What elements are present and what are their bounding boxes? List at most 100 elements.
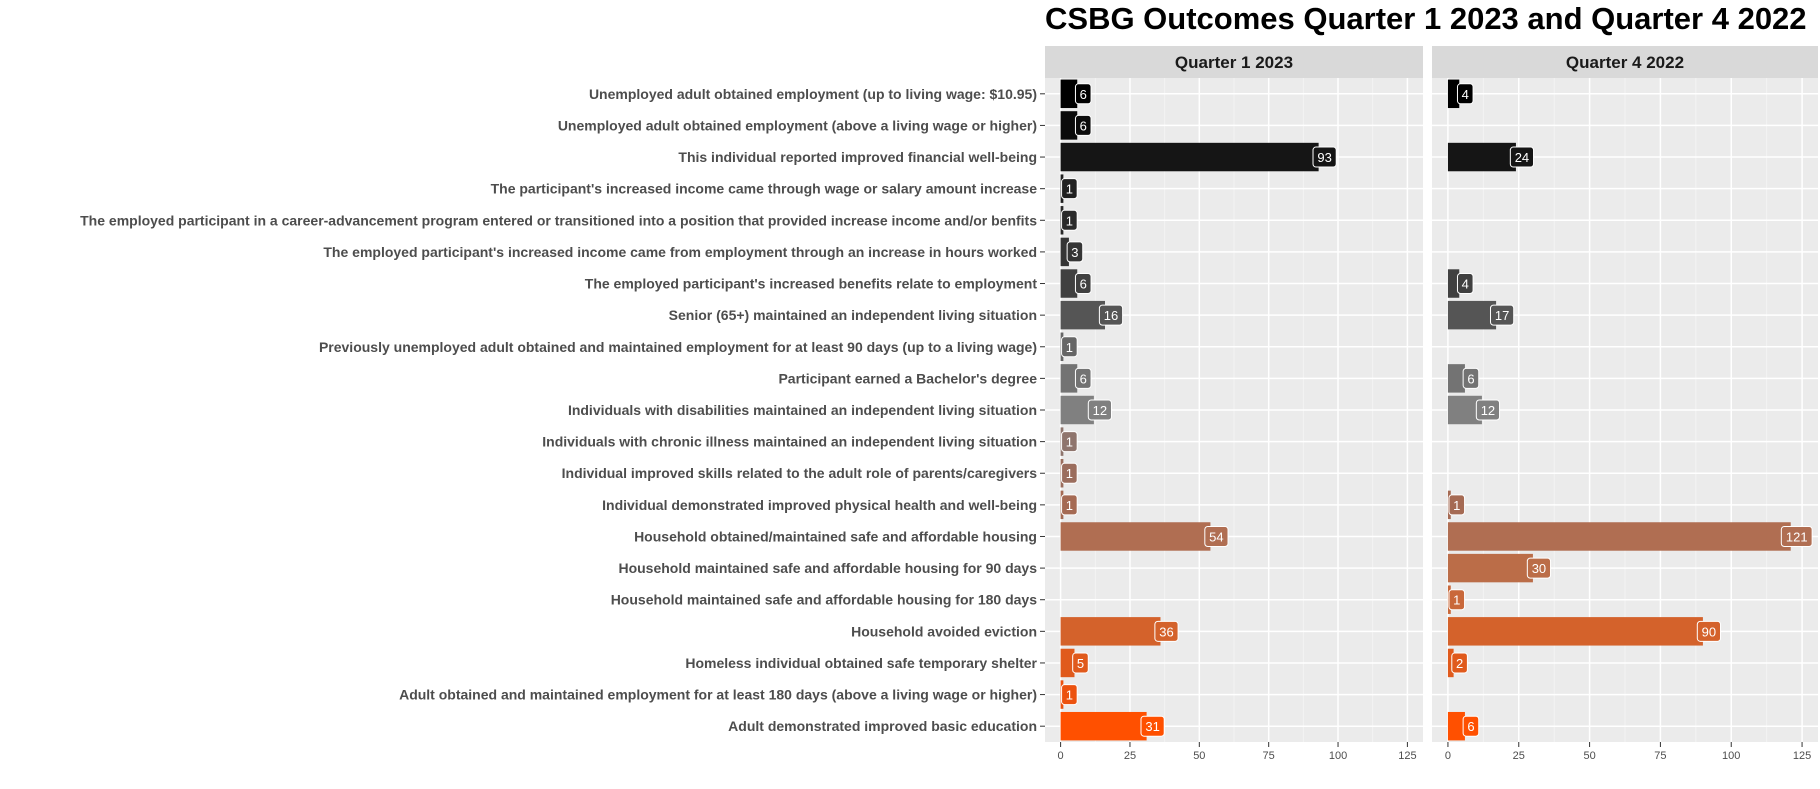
bar [1060,79,1078,109]
data-label: 4 [1462,87,1469,102]
data-label-box [1312,146,1337,168]
bar [1060,269,1078,298]
category-label: Adult obtained and maintained employment… [399,687,1037,703]
category-label: Homeless individual obtained safe tempor… [685,655,1037,671]
facet-strip-label: Quarter 4 2022 [1566,53,1684,72]
bar [1447,79,1460,109]
data-label-box [1074,367,1092,389]
bar [1447,648,1454,678]
category-label: Household maintained safe and affordable… [611,592,1038,608]
data-label: 1 [1453,498,1460,513]
data-label-box [1061,684,1078,706]
category-label: The employed participant's increased ben… [585,276,1038,292]
data-label: 54 [1209,529,1223,544]
facet-strip [1432,46,1818,78]
data-label-box [1066,241,1084,263]
category-label: Household avoided eviction [851,623,1037,639]
category-label: Senior (65+) maintained an independent l… [669,307,1037,323]
data-label: 121 [1786,529,1808,544]
data-label-box [1061,494,1078,516]
x-tick-label: 25 [1513,750,1525,762]
category-label: This individual reported improved financ… [678,149,1037,165]
facet-strip-label: Quarter 1 2023 [1175,53,1293,72]
chart-title: CSBG Outcomes Quarter 1 2023 and Quarter… [1045,1,1807,36]
bar [1447,522,1791,551]
bar [1060,237,1069,267]
category-label: Individual improved skills related to th… [562,465,1038,481]
data-label: 4 [1462,277,1469,292]
data-label-box [1074,83,1092,105]
data-label: 30 [1532,561,1546,576]
data-label-box [1072,652,1089,674]
data-label: 1 [1453,593,1460,608]
category-label: The employed participant in a career-adv… [80,212,1037,228]
data-label: 6 [1467,719,1474,734]
bar [1060,711,1147,741]
data-label: 90 [1702,624,1716,639]
data-label: 6 [1080,118,1087,133]
x-tick-label: 125 [1398,750,1416,762]
x-tick-label: 100 [1329,750,1347,762]
data-label-box [1061,336,1078,358]
data-label-box [1204,525,1229,547]
x-tick-label: 125 [1793,750,1811,762]
data-label: 12 [1093,403,1107,418]
data-label-box [1451,652,1468,674]
data-label-box [1061,178,1078,200]
data-label-box [1074,114,1092,136]
data-label: 93 [1317,150,1331,165]
data-label: 36 [1159,624,1173,639]
x-tick-label: 25 [1124,750,1136,762]
data-label-box [1061,462,1078,484]
bar [1060,617,1161,646]
data-label-box [1154,620,1179,642]
data-label-box [1140,715,1165,737]
data-label-box [1061,209,1078,231]
x-tick-label: 0 [1445,750,1451,762]
bar [1447,617,1703,646]
x-tick-label: 75 [1654,750,1666,762]
data-label: 1 [1066,688,1073,703]
category-label: Unemployed adult obtained employment (up… [589,86,1037,102]
bar [1447,269,1460,298]
data-label-box [1456,273,1474,295]
data-label-box [1448,589,1466,611]
data-label: 6 [1467,371,1474,386]
bar [1060,364,1078,393]
data-label: 6 [1080,87,1087,102]
category-label: Individuals with chronic illness maintai… [542,434,1037,450]
data-label: 1 [1066,182,1073,197]
data-label: 17 [1495,308,1509,323]
category-label: Individual demonstrated improved physica… [602,497,1037,513]
data-label-box [1780,525,1813,547]
data-label: 6 [1080,277,1087,292]
category-label: Adult demonstrated improved basic educat… [728,718,1037,734]
data-label-box [1509,146,1535,168]
x-tick-label: 50 [1193,750,1205,762]
data-label: 1 [1066,435,1073,450]
data-label: 1 [1066,213,1073,228]
data-label: 1 [1066,466,1073,481]
data-label-box [1098,304,1124,326]
data-label-box [1526,557,1552,579]
category-label: Participant earned a Bachelor's degree [778,370,1037,386]
data-label-box [1087,399,1112,421]
category-label: Individuals with disabilities maintained… [568,402,1037,418]
bar [1060,142,1319,172]
data-label-box [1448,494,1466,516]
category-label: Unemployed adult obtained employment (ab… [558,117,1037,133]
bar [1060,648,1075,678]
bar [1447,711,1465,741]
data-label: 24 [1515,150,1529,165]
data-label-box [1696,620,1722,642]
x-tick-label: 75 [1263,750,1275,762]
category-label: The participant's increased income came … [491,181,1038,197]
x-tick-label: 0 [1058,750,1064,762]
facet-strip [1045,46,1423,78]
data-label-box [1475,399,1501,421]
data-label-box [1489,304,1515,326]
data-label: 12 [1481,403,1495,418]
bar [1060,522,1211,551]
category-label: Previously unemployed adult obtained and… [319,339,1037,355]
